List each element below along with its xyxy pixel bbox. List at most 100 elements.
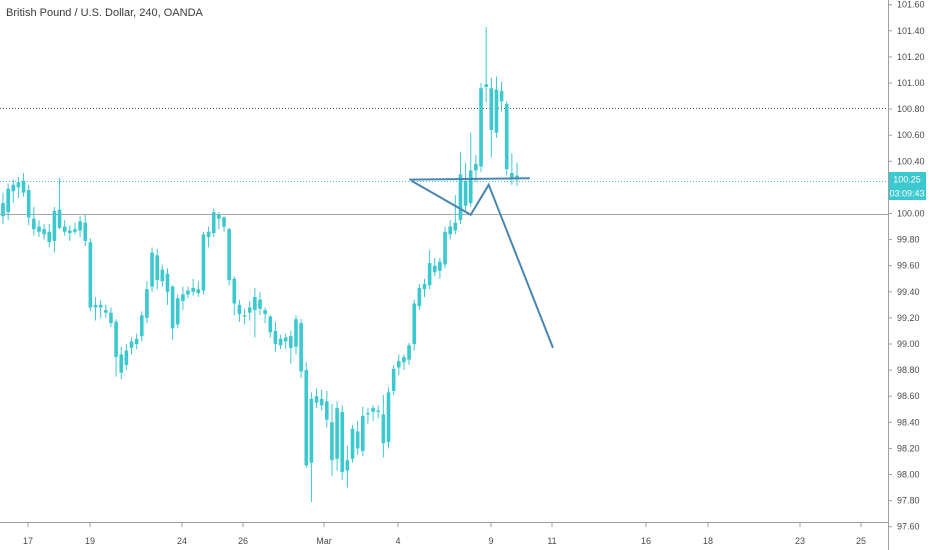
candle-body (139, 315, 144, 337)
candle (119, 346, 124, 380)
drawn-projection-path[interactable] (411, 180, 554, 349)
candle-body (217, 214, 221, 219)
candle (443, 226, 447, 269)
candle-body (319, 398, 324, 406)
candle (134, 333, 139, 350)
candle (88, 238, 93, 312)
candle-body (57, 209, 62, 228)
candle (345, 445, 350, 488)
candle (474, 154, 478, 183)
candle (325, 390, 329, 428)
y-tick-label: 100.40 (897, 156, 925, 166)
candle (139, 311, 144, 342)
y-tick-label: 98.60 (897, 391, 920, 401)
time-axis[interactable]: 17 19 24 26 Mar 4 9 11 16 18 23 25 (23, 522, 866, 546)
candle-body (134, 338, 139, 344)
x-tick-label: Mar (316, 536, 332, 546)
candle (304, 362, 309, 468)
x-tick-label: 11 (547, 536, 556, 546)
y-tick-label: 100.60 (897, 130, 925, 140)
candle (73, 222, 77, 235)
candle (222, 216, 226, 232)
candle (407, 342, 411, 365)
candle-body (165, 273, 170, 292)
candle (32, 206, 36, 236)
candle-body (211, 212, 216, 234)
x-tick-label: 25 (856, 536, 866, 546)
candle (114, 319, 118, 377)
candle-body (407, 345, 411, 360)
drawn-horizontal-line[interactable] (409, 177, 530, 181)
candle (263, 307, 267, 324)
y-tick-label: 101.00 (897, 78, 925, 88)
candle-body (129, 341, 134, 348)
candle (458, 152, 463, 224)
candle-body (412, 303, 416, 344)
candle-body (299, 323, 303, 372)
candle-body (104, 310, 108, 313)
y-tick-label: 100.00 (897, 209, 925, 219)
current-price-label: 100.25 (893, 175, 921, 185)
candle (237, 299, 242, 322)
candle (217, 212, 221, 230)
y-tick-label: 98.20 (897, 443, 920, 453)
candle-body (170, 286, 175, 329)
candle (129, 337, 134, 355)
candle-body (345, 460, 350, 471)
candle-body (499, 90, 504, 102)
candle-body (16, 182, 21, 188)
candle-body (160, 269, 165, 282)
candle-body (278, 338, 283, 346)
candle (468, 132, 473, 207)
candle (479, 83, 483, 172)
candle (494, 76, 499, 138)
candle (330, 404, 334, 476)
candle (499, 81, 504, 112)
candle (26, 184, 31, 226)
chart-title: British Pound / U.S. Dollar, 240, OANDA (6, 7, 204, 19)
candle-body (330, 422, 334, 461)
y-tick-label: 97.80 (897, 496, 920, 506)
candle (453, 195, 458, 235)
y-tick-label: 99.20 (897, 313, 920, 323)
candle (283, 333, 288, 350)
candle-body (458, 174, 463, 221)
candle (402, 354, 406, 371)
y-tick-label: 98.80 (897, 365, 920, 375)
candle-body (417, 287, 422, 307)
candle (232, 276, 237, 316)
y-tick-label: 98.00 (897, 470, 920, 480)
y-tick-label: 99.80 (897, 235, 920, 245)
candle (93, 297, 98, 321)
horizontal-lines (0, 108, 888, 215)
candle-body (196, 289, 201, 294)
candle-body (1, 203, 5, 217)
candle (155, 248, 159, 290)
x-tick-label: 26 (238, 536, 248, 546)
drawings[interactable] (409, 177, 554, 349)
candle-body (504, 103, 509, 170)
candle-body (32, 218, 36, 230)
candle (16, 176, 21, 198)
candle-body (361, 415, 365, 452)
candle (150, 247, 154, 292)
candle-body (294, 319, 298, 347)
candle (52, 206, 57, 253)
y-tick-label: 97.60 (897, 522, 920, 532)
candle-body (309, 398, 314, 463)
candle (253, 287, 257, 338)
candle (366, 407, 370, 424)
candle (278, 334, 283, 350)
candle-body (283, 337, 288, 342)
candle (355, 420, 360, 455)
candle-body (391, 368, 396, 391)
countdown-badge (889, 186, 926, 200)
candle-body (268, 316, 273, 333)
candle (309, 392, 314, 502)
candle (268, 315, 273, 338)
candle-body (422, 283, 427, 290)
x-tick-label: 19 (85, 536, 95, 546)
candle (47, 223, 52, 248)
candle-body (242, 315, 247, 317)
